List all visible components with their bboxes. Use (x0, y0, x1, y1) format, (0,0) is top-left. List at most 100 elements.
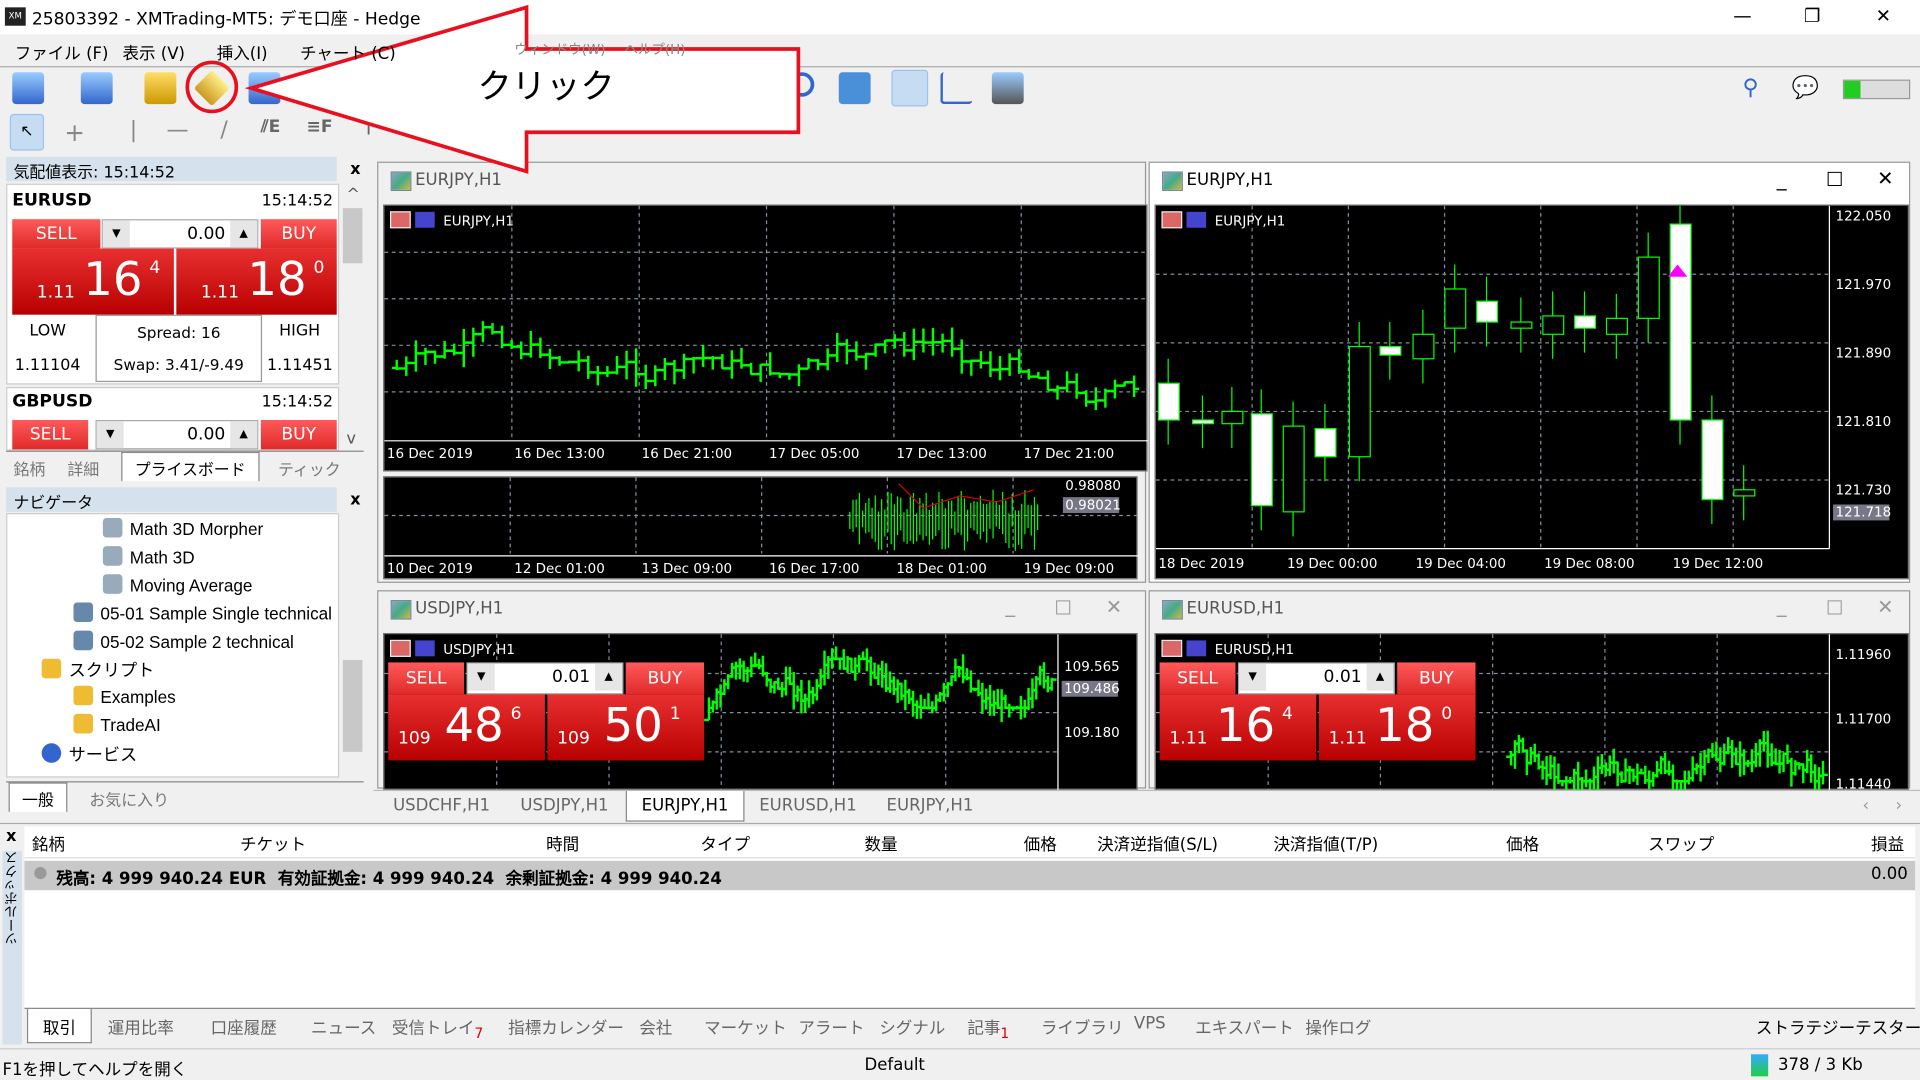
tab-experts[interactable]: エキスパート (1195, 1018, 1294, 1039)
tab-trade[interactable]: 取引 (26, 1008, 92, 1044)
buy-button[interactable]: BUY (1397, 662, 1476, 695)
tree-item[interactable]: Moving Average (102, 574, 252, 595)
market-watch-scrollbar[interactable]: ^ v (341, 183, 364, 451)
tree-item[interactable]: TradeAI (73, 713, 161, 735)
menu-insert[interactable]: 挿入(I) (216, 44, 268, 64)
tab-exposure[interactable]: 運用比率 (107, 1018, 174, 1039)
tree-item[interactable]: 05-01 Sample Single technical (73, 602, 332, 623)
tab-details[interactable]: 詳細 (67, 461, 100, 481)
bid-price[interactable]: 109 48 6 (388, 694, 545, 761)
menu-view[interactable]: 表示 (V) (122, 44, 185, 64)
maximize-chart-button[interactable]: ☐ (1054, 596, 1072, 620)
maximize-button[interactable]: ❐ (1804, 4, 1821, 27)
text-icon[interactable]: T (362, 117, 375, 140)
decrease-icon[interactable]: ▼ (96, 421, 124, 449)
price-chart[interactable]: EURJPY,H1 122.050 121.970 121.890 121.810 121… (1154, 204, 1909, 580)
menu-chart[interactable]: チャート (C) (300, 44, 396, 64)
horizontal-line-icon[interactable]: — (166, 117, 189, 144)
column-header[interactable]: 銘柄 (31, 835, 65, 855)
tab-history[interactable]: 口座履歴 (210, 1018, 277, 1039)
status-profile[interactable]: Default (864, 1055, 925, 1076)
ask-price[interactable]: 109 50 1 (547, 694, 705, 761)
tab-scroll-left-icon[interactable]: ‹ (1862, 795, 1870, 816)
bid-price[interactable]: 1.11 16 4 (1159, 694, 1317, 761)
close-chart-button[interactable]: ✕ (1877, 595, 1894, 619)
sell-button[interactable]: SELL (12, 219, 101, 249)
close-icon[interactable]: x (350, 160, 361, 179)
tab-price-board[interactable]: プライスボード (121, 451, 260, 482)
strategy-tester-button[interactable]: ストラテジーテスター (1755, 1018, 1920, 1039)
save-template-icon[interactable] (991, 72, 1024, 105)
chart-tab[interactable]: EURUSD,H1 (759, 795, 857, 816)
balance-row[interactable]: 残高: 4 999 940.24 EUR 有効証拠金: 4 999 940.24… (24, 860, 1916, 891)
tab-common[interactable]: 一般 (8, 782, 68, 812)
tab-ticks[interactable]: ティック (277, 461, 341, 481)
indicator-subwindow[interactable]: 0.98080 0.98021 10 Dec 2019 12 Dec 01:00 13 … (383, 476, 1139, 580)
maximize-chart-button[interactable]: ☐ (1825, 167, 1844, 192)
tab-symbols[interactable]: 銘柄 (13, 461, 46, 481)
chart-shift-icon[interactable] (940, 72, 973, 105)
navigator-scrollbar[interactable] (342, 513, 364, 777)
tile-windows-icon[interactable] (838, 72, 871, 105)
chat-icon[interactable]: 💬 (1791, 74, 1819, 101)
increase-icon[interactable]: ▲ (1366, 663, 1394, 691)
price-chart[interactable]: USDJPY,H1 109.565 109.180 109.486 (383, 633, 1138, 792)
column-header[interactable]: 価格 (1023, 835, 1057, 855)
tree-item[interactable]: Examples (73, 685, 176, 707)
tab-company[interactable]: 会社 (639, 1018, 673, 1039)
minimize-button[interactable]: — (1733, 4, 1752, 27)
volume-stepper[interactable]: ▼ 0.00 ▲ (101, 219, 259, 249)
tree-item-services[interactable]: サービス (41, 742, 138, 766)
tab-alerts[interactable]: アラート (798, 1018, 865, 1039)
column-header[interactable]: タイプ (700, 835, 751, 855)
chart-tab[interactable]: EURJPY,H1 (886, 795, 974, 816)
volume-stepper[interactable]: ▼ 0.01 ▲ (1237, 662, 1395, 695)
decrease-icon[interactable]: ▼ (102, 220, 130, 248)
increase-icon[interactable]: ▲ (230, 421, 258, 449)
auto-scroll-icon[interactable] (891, 69, 929, 107)
price-chart[interactable]: EURJPY,H1 16 Dec 2019 16 Dec 13:00 16 Dec 2… (383, 204, 1149, 472)
column-header[interactable]: 決済指値(T/P) (1273, 835, 1379, 855)
tab-mailbox[interactable]: 受信トレイ7 (391, 1018, 484, 1042)
close-icon[interactable]: x (350, 491, 361, 510)
sell-button[interactable]: SELL (12, 420, 89, 450)
sell-button[interactable]: SELL (1159, 662, 1236, 695)
increase-icon[interactable]: ▲ (230, 220, 258, 248)
buy-button[interactable]: BUY (260, 420, 337, 450)
volume-value[interactable]: 0.01 (1323, 667, 1362, 687)
fibonacci-icon[interactable]: ≡F (306, 117, 333, 138)
column-header[interactable]: 損益 (1871, 835, 1905, 855)
volume-value[interactable]: 0.00 (187, 224, 226, 244)
menu-help[interactable]: ヘルプ(H) (624, 41, 686, 58)
tab-scroll-right-icon[interactable]: › (1895, 795, 1903, 816)
menu-window[interactable]: ウィンドウ(W) (514, 41, 606, 58)
close-button[interactable]: ✕ (1875, 4, 1891, 27)
tree-item[interactable]: Math 3D (102, 546, 195, 567)
menu-file[interactable]: ファイル (F) (14, 44, 109, 64)
close-icon[interactable]: x (6, 827, 17, 847)
ask-price[interactable]: 1.11 18 0 (176, 248, 337, 315)
increase-icon[interactable]: ▲ (595, 663, 623, 691)
tab-calendar[interactable]: 指標カレンダー (508, 1018, 624, 1039)
close-chart-button[interactable]: ✕ (1105, 595, 1123, 619)
column-header[interactable]: 価格 (1506, 835, 1540, 855)
minimize-chart-button[interactable]: _ (1005, 593, 1016, 618)
column-header[interactable]: チケット (240, 835, 307, 855)
chart-window-eurjpy-2[interactable]: EURJPY,H1 _ ☐ ✕ EURJPY,H1 122.050 121.970 1… (1148, 161, 1911, 583)
buy-button[interactable]: BUY (625, 662, 705, 695)
tab-signals[interactable]: シグナル (879, 1018, 946, 1039)
market-watch-icon[interactable] (144, 72, 177, 105)
bid-price[interactable]: 1.11 16 4 (12, 248, 174, 315)
minimize-chart-button[interactable]: _ (1776, 167, 1787, 192)
ask-price[interactable]: 1.11 18 0 (1318, 694, 1476, 761)
new-chart-icon[interactable] (12, 72, 45, 105)
buy-button[interactable]: BUY (260, 219, 337, 249)
sell-button[interactable]: SELL (388, 662, 465, 695)
tree-item[interactable]: Math 3D Morpher (102, 517, 263, 539)
tree-item[interactable]: 05-02 Sample 2 technical (73, 630, 294, 651)
column-header[interactable]: 数量 (864, 835, 898, 855)
trendline-icon[interactable]: / (220, 117, 228, 144)
vertical-line-icon[interactable]: | (129, 117, 138, 144)
scroll-up-icon[interactable]: ^ (346, 186, 360, 205)
elliott-icon[interactable]: ⫽E (260, 117, 281, 138)
